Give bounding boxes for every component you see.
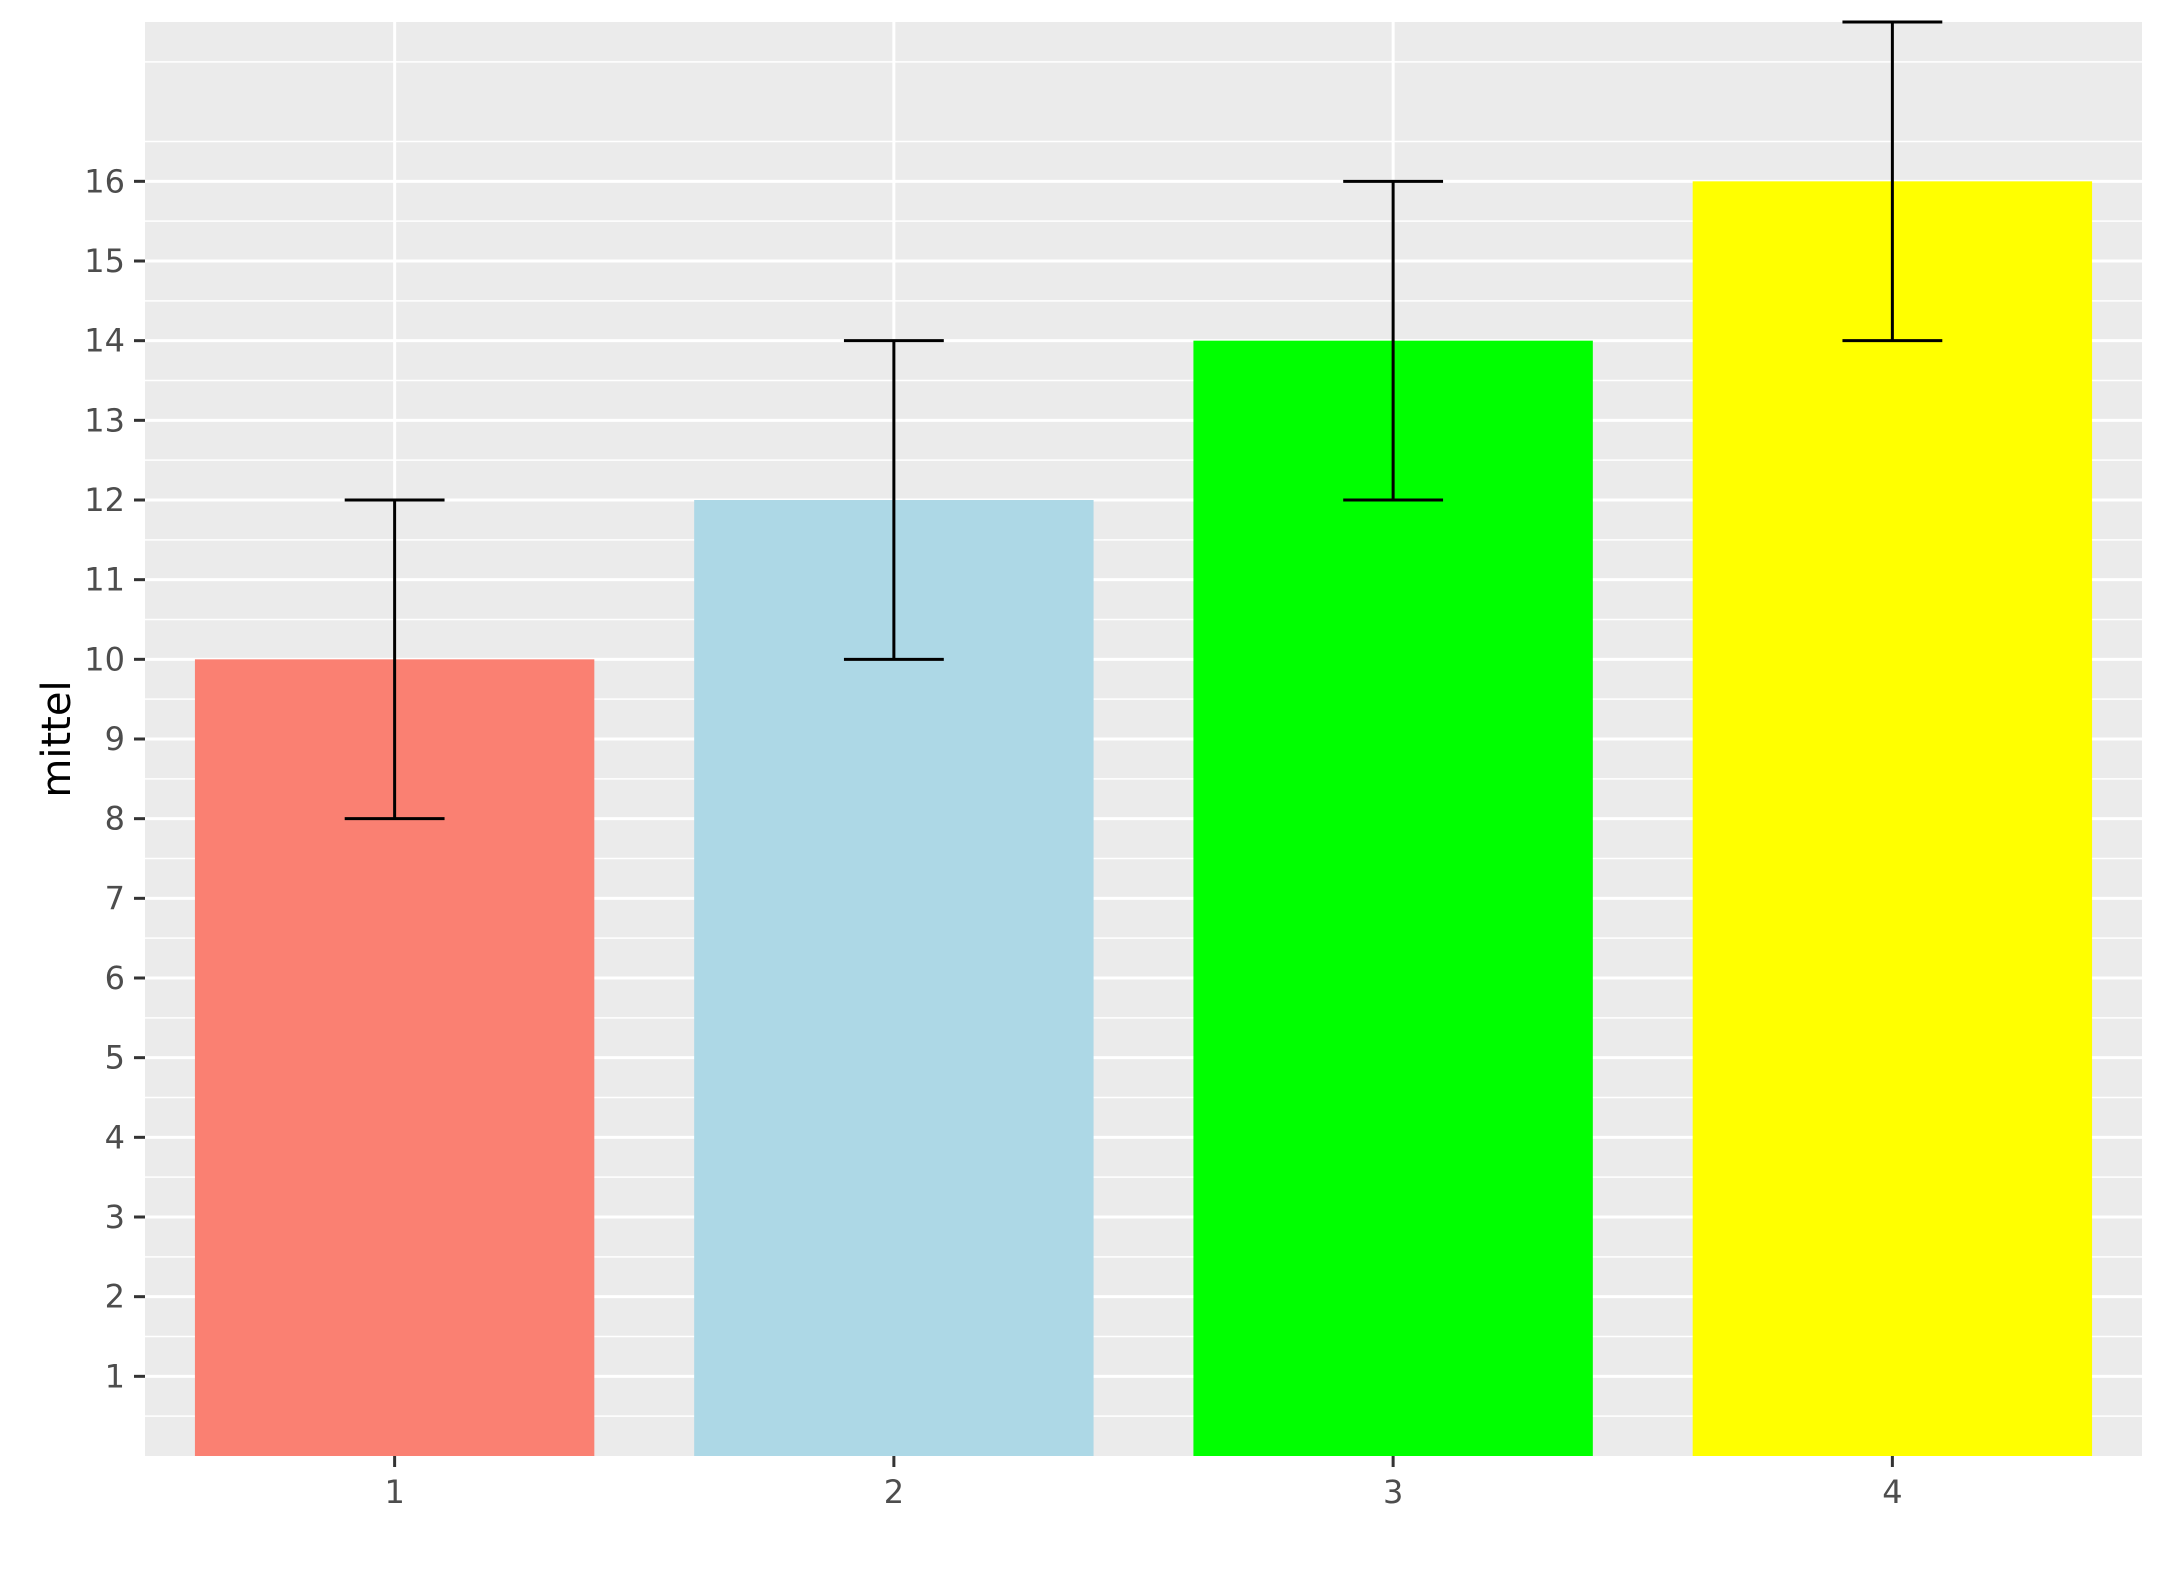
error-bar-1 xyxy=(344,498,445,821)
bar-4 xyxy=(1692,181,2093,1456)
y-tick-label: 13 xyxy=(84,401,125,439)
y-tick-label: 6 xyxy=(105,959,125,997)
y-axis-title: mittel xyxy=(34,680,80,797)
x-axis: 1 2 3 4 xyxy=(384,1456,1903,1511)
error-bar-3 xyxy=(1343,179,1444,502)
y-tick-label: 8 xyxy=(105,800,125,838)
error-bar-2 xyxy=(843,339,944,661)
y-tick-label: 1 xyxy=(105,1357,125,1395)
y-tick-label: 10 xyxy=(84,640,125,678)
error-bar-4 xyxy=(1842,20,1943,343)
y-tick-label: 5 xyxy=(105,1039,125,1077)
y-tick-label: 4 xyxy=(105,1118,125,1156)
y-tick-label: 7 xyxy=(105,879,125,917)
x-tick-label: 2 xyxy=(884,1473,904,1511)
y-tick-label: 3 xyxy=(105,1198,125,1236)
x-tick-label: 4 xyxy=(1882,1473,1902,1511)
error-bars xyxy=(344,20,1943,821)
bar-3 xyxy=(1193,340,1593,1457)
y-tick-label: 2 xyxy=(105,1278,125,1316)
y-tick-label: 14 xyxy=(84,322,125,360)
y-tick-label: 16 xyxy=(84,162,125,200)
y-tick-label: 12 xyxy=(84,481,125,519)
y-tick-label: 15 xyxy=(84,242,125,280)
x-tick-label: 3 xyxy=(1383,1473,1403,1511)
y-tick-label: 11 xyxy=(84,561,125,599)
x-tick-label: 1 xyxy=(384,1473,404,1511)
y-tick-label: 9 xyxy=(105,720,125,758)
